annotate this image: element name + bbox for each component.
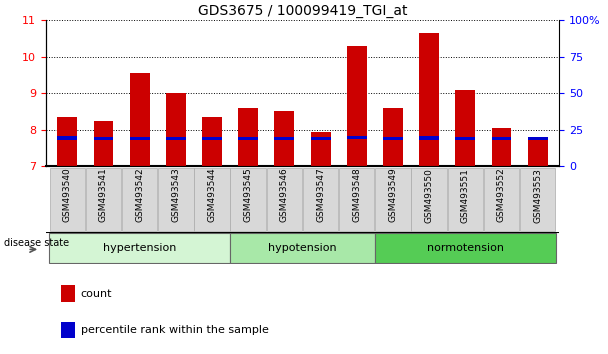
Text: hypotension: hypotension — [268, 243, 337, 253]
Text: GSM493549: GSM493549 — [389, 168, 398, 222]
Bar — [57, 117, 77, 166]
Bar — [130, 73, 150, 166]
FancyBboxPatch shape — [230, 233, 375, 263]
Text: normotension: normotension — [427, 243, 504, 253]
FancyBboxPatch shape — [447, 168, 483, 230]
Bar — [166, 137, 186, 140]
Text: disease state: disease state — [4, 238, 69, 248]
Bar — [491, 128, 511, 166]
Bar — [311, 132, 331, 166]
Text: GSM493542: GSM493542 — [135, 168, 144, 222]
Text: GSM493550: GSM493550 — [424, 168, 434, 223]
FancyBboxPatch shape — [267, 168, 302, 230]
Bar — [238, 108, 258, 166]
FancyBboxPatch shape — [375, 233, 556, 263]
FancyBboxPatch shape — [339, 168, 375, 230]
Bar — [94, 121, 114, 166]
Bar — [61, 285, 75, 302]
Bar — [455, 137, 475, 141]
Text: GSM493551: GSM493551 — [461, 168, 470, 223]
Text: percentile rank within the sample: percentile rank within the sample — [80, 325, 268, 335]
Bar — [419, 136, 439, 140]
Text: GSM493543: GSM493543 — [171, 168, 181, 222]
Bar — [383, 108, 403, 166]
Text: GSM493547: GSM493547 — [316, 168, 325, 222]
Text: GSM493546: GSM493546 — [280, 168, 289, 222]
Text: GSM493552: GSM493552 — [497, 168, 506, 222]
FancyBboxPatch shape — [50, 168, 85, 230]
Bar — [274, 112, 294, 166]
Text: GSM493541: GSM493541 — [99, 168, 108, 222]
Bar — [419, 33, 439, 166]
FancyBboxPatch shape — [484, 168, 519, 230]
Bar — [347, 46, 367, 166]
FancyBboxPatch shape — [122, 168, 157, 230]
Text: GSM493545: GSM493545 — [244, 168, 253, 222]
Bar — [528, 137, 548, 166]
Bar — [57, 136, 77, 140]
Bar — [455, 90, 475, 166]
FancyBboxPatch shape — [49, 233, 230, 263]
Text: GSM493540: GSM493540 — [63, 168, 72, 222]
Bar — [491, 137, 511, 140]
FancyBboxPatch shape — [375, 168, 410, 230]
Text: hypertension: hypertension — [103, 243, 176, 253]
Text: count: count — [80, 289, 112, 298]
Bar — [347, 136, 367, 139]
Bar — [61, 321, 75, 338]
Bar — [94, 137, 114, 141]
Bar — [202, 117, 222, 166]
FancyBboxPatch shape — [520, 168, 555, 230]
Bar — [166, 93, 186, 166]
Bar — [130, 137, 150, 140]
Text: GSM493544: GSM493544 — [207, 168, 216, 222]
Bar — [274, 137, 294, 140]
Title: GDS3675 / 100099419_TGI_at: GDS3675 / 100099419_TGI_at — [198, 4, 407, 18]
FancyBboxPatch shape — [158, 168, 193, 230]
FancyBboxPatch shape — [195, 168, 230, 230]
Text: GSM493553: GSM493553 — [533, 168, 542, 223]
FancyBboxPatch shape — [412, 168, 447, 230]
FancyBboxPatch shape — [86, 168, 121, 230]
Bar — [311, 137, 331, 141]
Bar — [528, 137, 548, 140]
FancyBboxPatch shape — [303, 168, 338, 230]
Bar — [238, 137, 258, 140]
Bar — [202, 137, 222, 141]
Bar — [383, 137, 403, 140]
FancyBboxPatch shape — [230, 168, 266, 230]
Text: GSM493548: GSM493548 — [352, 168, 361, 222]
